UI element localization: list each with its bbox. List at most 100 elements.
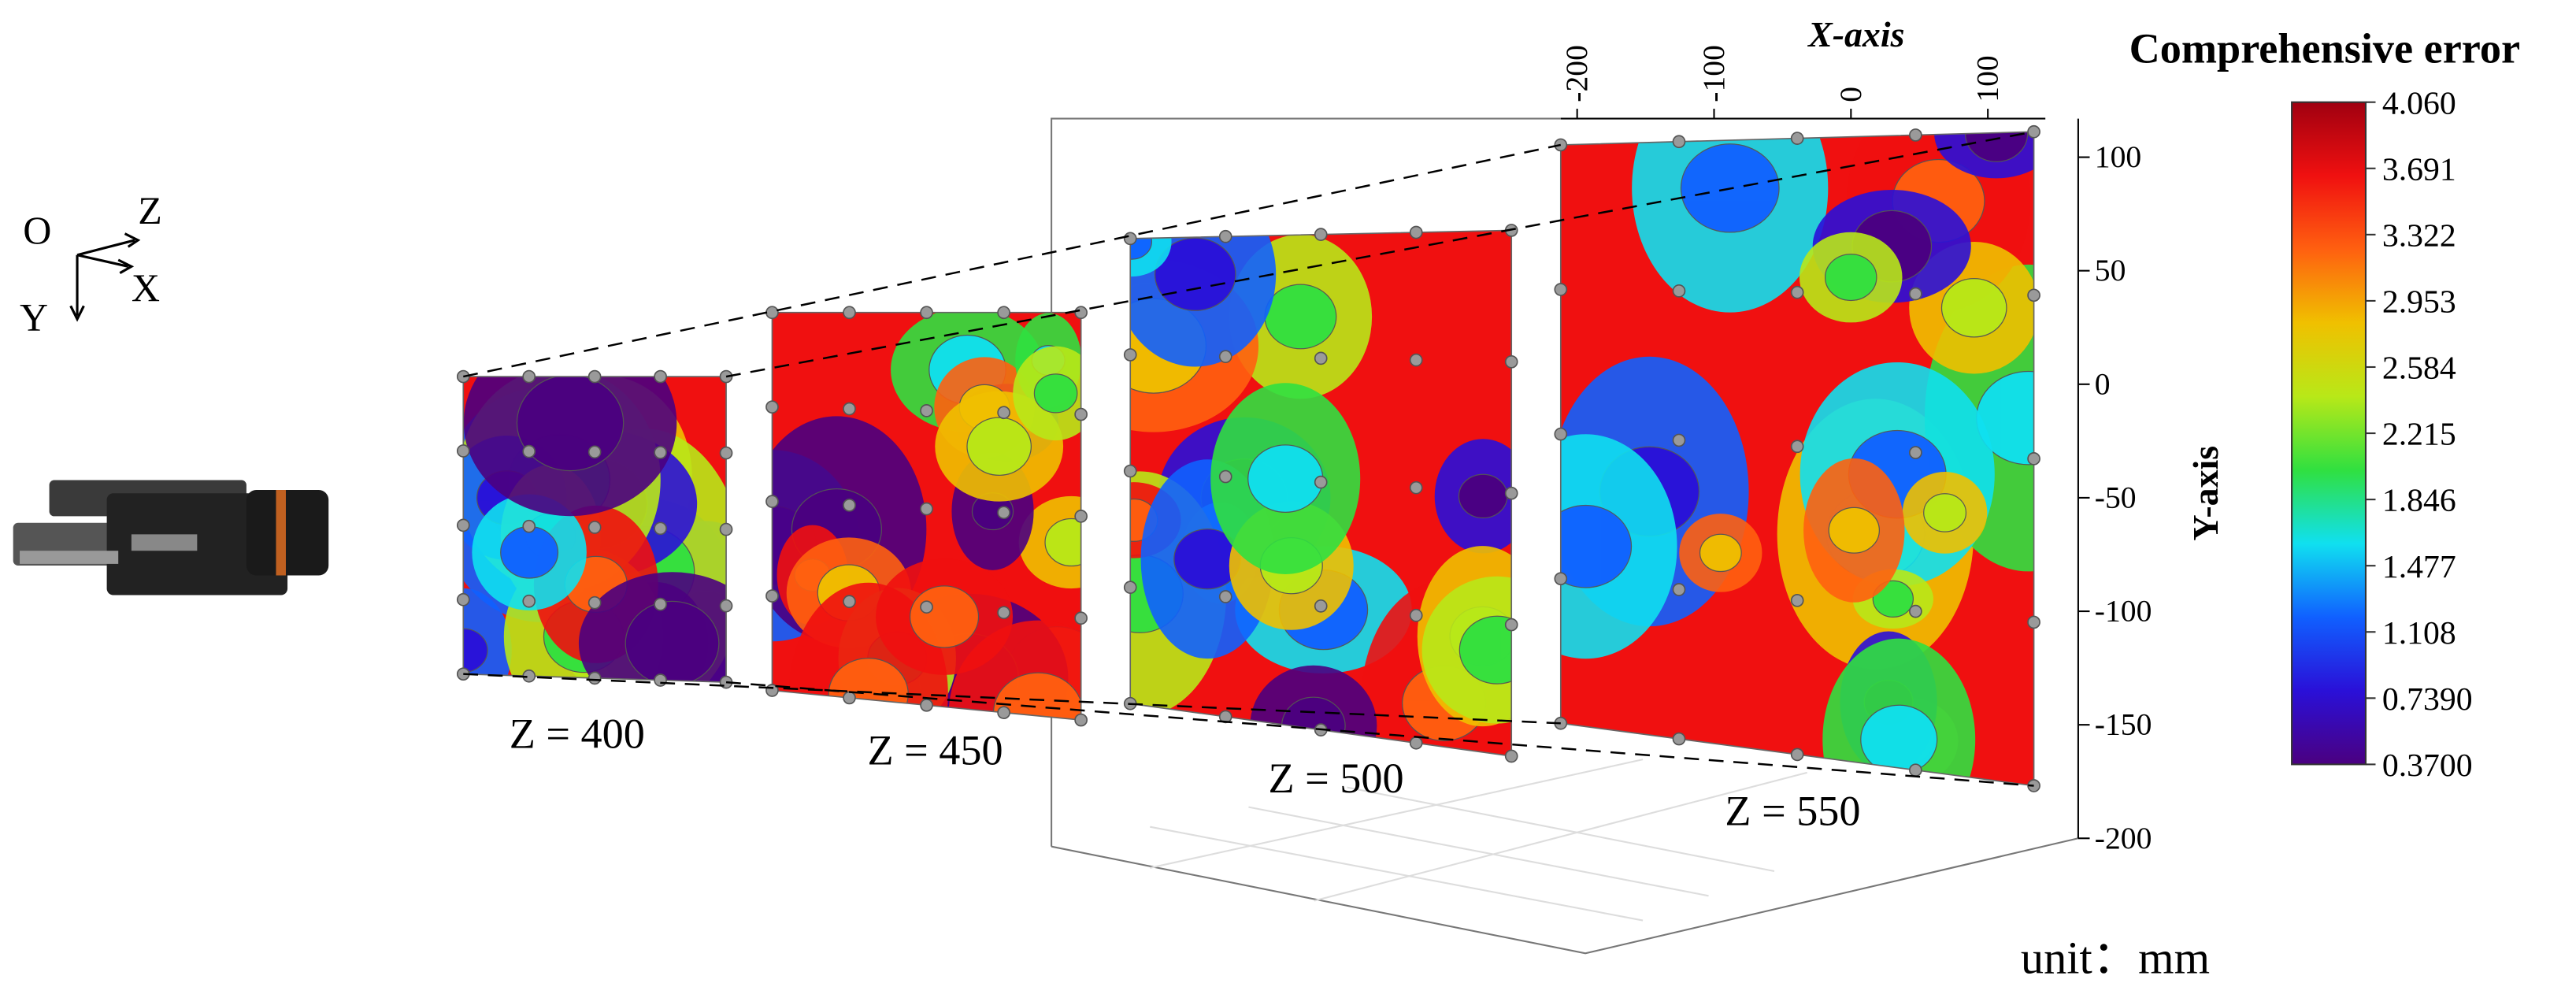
sample-point (2027, 615, 2040, 629)
colorbar-tick-label: 2.215 (2382, 417, 2456, 453)
sample-point (456, 518, 470, 532)
colorbar-title: Comprehensive error (2129, 25, 2520, 72)
y-tick-label: -100 (2095, 594, 2152, 629)
sample-point (587, 671, 602, 685)
colorbar-tick-label: 3.691 (2382, 151, 2456, 187)
sample-point (654, 446, 667, 459)
x-label: X (132, 265, 160, 310)
sample-point (765, 589, 779, 603)
sample-point (1074, 611, 1088, 625)
colorbar-tick-label: 0.7390 (2382, 681, 2473, 718)
sample-point (456, 369, 470, 384)
sample-point (843, 595, 856, 608)
sample-point (997, 606, 1010, 620)
contour-region (1033, 373, 1078, 414)
sample-point (1672, 433, 1686, 447)
sample-point (522, 519, 536, 533)
camera-icon (13, 480, 329, 595)
y-tick-label: 50 (2095, 253, 2126, 288)
sample-point (1218, 229, 1232, 243)
contour-region (1560, 504, 1633, 588)
sample-point (920, 698, 933, 712)
y-label: Y (20, 295, 48, 339)
unit-label: unit：mm (2021, 932, 2210, 983)
sample-point (719, 599, 733, 613)
sample-point (1409, 608, 1423, 622)
contour-region (1860, 704, 1938, 775)
sample-point (719, 369, 733, 384)
sample-point (997, 406, 1010, 420)
box-frame (1051, 117, 2079, 955)
sample-point (587, 595, 602, 610)
sample-point (1909, 446, 1922, 459)
z-label: Z (138, 188, 162, 232)
sample-point (997, 506, 1010, 520)
sample-point (1504, 749, 1518, 763)
sample-point (1909, 763, 1922, 777)
colorbar-tick-label: 4.060 (2382, 85, 2456, 121)
projection-lines (463, 131, 2034, 787)
sample-point (522, 444, 536, 458)
y-tick-label: -150 (2095, 707, 2152, 742)
contour-region (1824, 254, 1877, 302)
sample-point (1790, 440, 1804, 454)
sample-point (456, 592, 470, 607)
sample-point (719, 522, 733, 536)
plane-label: Z = 400 (510, 710, 645, 758)
y-tick-label: 100 (2095, 139, 2141, 174)
x-axis-title: X-axis (1807, 14, 1904, 54)
contour-region (1699, 533, 1742, 573)
origin-label: O (23, 208, 51, 252)
sample-point (654, 369, 667, 384)
sample-point (1314, 475, 1328, 489)
colorbar-tick-label: 1.846 (2382, 483, 2456, 519)
sample-point (1123, 581, 1137, 594)
colorbar-tick-label: 1.108 (2382, 615, 2456, 651)
sample-point (1672, 583, 1686, 596)
contour-region (966, 417, 1032, 476)
sample-point (1672, 732, 1686, 746)
colorbar-tick-label: 2.953 (2382, 284, 2456, 321)
sample-point (765, 495, 779, 508)
contour-region (1940, 278, 2007, 338)
sample-point (920, 502, 933, 516)
y-tick-label: -200 (2095, 821, 2152, 855)
contour-plane (772, 312, 1081, 721)
sample-point (1790, 593, 1804, 607)
orientation-glyph (69, 232, 141, 322)
colorbar-tick-label: 2.584 (2382, 351, 2456, 387)
sample-point (719, 446, 733, 460)
sample-point (1409, 480, 1423, 495)
sample-point (765, 306, 779, 320)
sample-point (522, 594, 536, 608)
x-tick-label: -100 (1696, 45, 1731, 102)
sample-point (654, 521, 667, 536)
sample-point (1074, 306, 1088, 320)
x-tick-label: -200 (1559, 45, 1594, 102)
colorbar (2291, 101, 2367, 766)
sample-point (1314, 599, 1328, 613)
sample-point (2027, 124, 2040, 139)
sample-point (920, 600, 933, 614)
y-axis-title: Y-axis (2185, 446, 2226, 541)
contour-region (909, 585, 980, 648)
sample-point (522, 369, 536, 384)
sample-point (1409, 736, 1423, 750)
sample-point (1409, 225, 1423, 239)
sample-point (1554, 427, 1568, 441)
contour-region (1264, 284, 1337, 350)
sample-point (1504, 618, 1518, 632)
x-tick-label: 100 (1970, 55, 2005, 102)
sample-point (765, 400, 779, 414)
contour-region (500, 525, 559, 579)
sample-point (1504, 486, 1518, 500)
sample-point (920, 404, 933, 417)
plane-label: Z = 550 (1725, 788, 1860, 835)
sample-point (1909, 287, 1922, 301)
sample-point (1790, 132, 1804, 145)
sample-point (587, 521, 602, 534)
sample-point (843, 498, 856, 512)
colorbar-tick-label: 0.3700 (2382, 748, 2473, 784)
sample-point (1790, 748, 1804, 762)
